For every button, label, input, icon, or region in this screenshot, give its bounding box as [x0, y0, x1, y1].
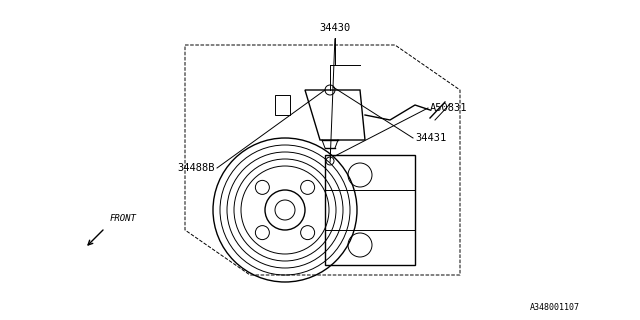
- Text: 34488B: 34488B: [177, 163, 215, 173]
- Text: FRONT: FRONT: [110, 214, 137, 223]
- Text: A348001107: A348001107: [530, 303, 580, 313]
- Text: 34430: 34430: [319, 23, 351, 33]
- Text: A50831: A50831: [430, 103, 467, 113]
- Text: 34431: 34431: [415, 133, 446, 143]
